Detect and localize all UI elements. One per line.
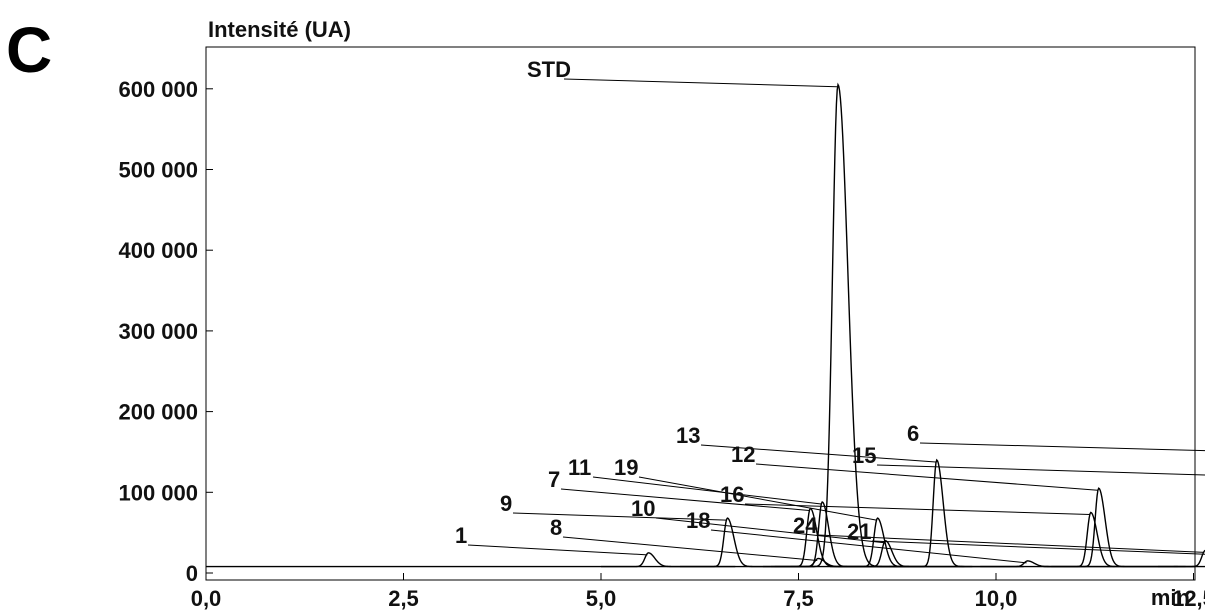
x-tick-label: 0,0 bbox=[191, 586, 222, 611]
x-axis-title: min bbox=[1151, 585, 1190, 610]
leader-line-1 bbox=[467, 544, 648, 556]
peak-12 bbox=[1051, 487, 1186, 568]
leader-line-11 bbox=[592, 476, 822, 505]
y-tick-label: 100 000 bbox=[118, 480, 198, 505]
leader-line-9 bbox=[512, 512, 727, 521]
peak-label-18: 18 bbox=[686, 508, 710, 533]
peak-label-8: 8 bbox=[550, 515, 562, 540]
leader-line-6 bbox=[919, 442, 1205, 452]
x-tick-label: 12,5 bbox=[1172, 586, 1205, 611]
leader-line-12 bbox=[755, 463, 1098, 491]
panel-letter: C bbox=[6, 14, 53, 86]
peak-16 bbox=[1043, 511, 1178, 568]
peak-18 bbox=[980, 560, 1115, 568]
peak-label-16: 16 bbox=[720, 482, 744, 507]
peak-21 bbox=[1173, 565, 1205, 568]
leader-line-8 bbox=[562, 536, 818, 561]
peak-label-19: 19 bbox=[614, 455, 638, 480]
y-tick-label: 200 000 bbox=[118, 400, 198, 425]
leader-line-STD bbox=[563, 78, 838, 88]
y-tick-label: 300 000 bbox=[118, 319, 198, 344]
peak-label-11: 11 bbox=[568, 455, 591, 480]
y-axis-title: Intensité (UA) bbox=[208, 17, 351, 42]
leader-line-18 bbox=[710, 529, 1027, 564]
peak-label-24: 24 bbox=[793, 513, 818, 538]
peak-label-10: 10 bbox=[631, 496, 655, 521]
y-tick-label: 500 000 bbox=[118, 158, 198, 183]
peak-label-6: 6 bbox=[907, 421, 919, 446]
y-tick-label: 600 000 bbox=[118, 77, 198, 102]
x-tick-label: 10,0 bbox=[975, 586, 1018, 611]
y-tick-label: 400 000 bbox=[118, 238, 198, 263]
peak-1 bbox=[601, 552, 736, 568]
peak-label-9: 9 bbox=[500, 491, 512, 516]
leader-line-10 bbox=[655, 517, 885, 544]
plot-frame bbox=[205, 46, 1196, 581]
peak-label-1: 1 bbox=[455, 523, 467, 548]
leader-line-15 bbox=[876, 464, 1205, 476]
peak-STD bbox=[790, 82, 925, 568]
x-tick-label: 2,5 bbox=[388, 586, 419, 611]
peak-label-7: 7 bbox=[548, 467, 560, 492]
leader-line-24 bbox=[817, 534, 1205, 553]
leader-line-13 bbox=[700, 444, 936, 463]
leader-line-19 bbox=[638, 476, 877, 521]
x-tick-label: 5,0 bbox=[586, 586, 617, 611]
peak-label-13: 13 bbox=[676, 423, 700, 448]
peak-label-STD: STD bbox=[527, 57, 571, 82]
chromatogram-traces bbox=[206, 82, 1205, 568]
leader-line-7 bbox=[560, 488, 810, 511]
y-tick-label: 0 bbox=[186, 561, 198, 586]
leader-line-16 bbox=[744, 503, 1090, 515]
peak-label-12: 12 bbox=[731, 442, 755, 467]
peak-label-15: 15 bbox=[852, 443, 876, 468]
leader-line-21 bbox=[871, 540, 1205, 555]
x-tick-label: 7,5 bbox=[783, 586, 814, 611]
x-axis: 0,02,55,07,510,012,515,017,5 bbox=[191, 573, 1205, 611]
y-axis: 0 100 000 200 000 300 000 400 000 500 000 600 … bbox=[118, 77, 213, 586]
peak-label-21: 21 bbox=[847, 519, 871, 544]
